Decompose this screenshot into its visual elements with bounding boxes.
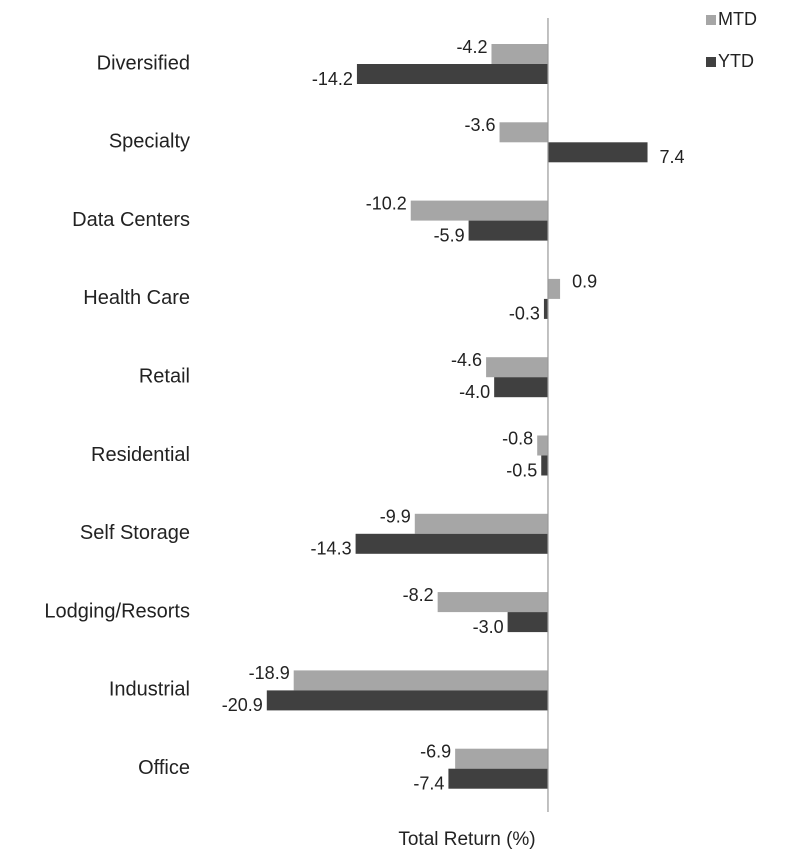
value-label: -14.2 bbox=[312, 69, 353, 89]
bar bbox=[355, 533, 548, 554]
legend-swatch bbox=[706, 15, 716, 25]
category-label: Lodging/Resorts bbox=[44, 600, 190, 622]
legend-label: MTD bbox=[718, 9, 757, 29]
bar bbox=[266, 690, 548, 711]
bar bbox=[455, 748, 548, 769]
legend-swatch bbox=[706, 57, 716, 67]
category-label: Retail bbox=[139, 365, 190, 387]
value-label: -20.9 bbox=[222, 695, 263, 715]
bar bbox=[486, 357, 548, 378]
category-label: Health Care bbox=[83, 287, 190, 309]
bar bbox=[547, 142, 648, 163]
bar bbox=[437, 592, 548, 613]
legend-label: YTD bbox=[718, 51, 754, 71]
bar bbox=[491, 44, 548, 64]
category-label: Data Centers bbox=[72, 209, 190, 231]
bar bbox=[499, 122, 548, 143]
bar bbox=[543, 298, 548, 319]
category-label: Diversified bbox=[97, 52, 190, 74]
value-label: 0.9 bbox=[572, 272, 597, 292]
bar bbox=[547, 278, 561, 299]
bar bbox=[507, 612, 548, 633]
value-label: -4.2 bbox=[456, 37, 487, 57]
bar bbox=[410, 200, 548, 221]
value-label: -0.5 bbox=[506, 460, 537, 480]
bar bbox=[448, 768, 548, 789]
value-label: -10.2 bbox=[366, 193, 407, 213]
value-label: -6.9 bbox=[420, 741, 451, 761]
value-label: -5.9 bbox=[434, 225, 465, 245]
value-label: -14.3 bbox=[311, 539, 352, 559]
bar bbox=[293, 670, 548, 691]
value-label: -9.9 bbox=[380, 507, 411, 527]
category-label: Residential bbox=[91, 444, 190, 466]
bar bbox=[494, 377, 548, 398]
bar bbox=[356, 64, 548, 84]
bar bbox=[468, 220, 548, 241]
category-label: Industrial bbox=[109, 679, 190, 701]
value-label: -7.4 bbox=[413, 773, 444, 793]
category-label: Office bbox=[138, 757, 190, 779]
bar bbox=[541, 455, 548, 476]
value-label: -4.6 bbox=[451, 350, 482, 370]
value-label: -0.3 bbox=[509, 304, 540, 324]
value-label: -0.8 bbox=[502, 428, 533, 448]
value-label: -3.6 bbox=[465, 115, 496, 135]
value-label: -4.0 bbox=[459, 382, 490, 402]
value-label: -18.9 bbox=[249, 663, 290, 683]
x-axis-label: Total Return (%) bbox=[398, 829, 535, 850]
value-label: -3.0 bbox=[473, 617, 504, 637]
value-label: 7.4 bbox=[660, 147, 685, 167]
category-label: Specialty bbox=[109, 131, 190, 153]
bar bbox=[537, 435, 548, 456]
value-label: -8.2 bbox=[403, 585, 434, 605]
bar bbox=[414, 513, 548, 534]
category-label: Self Storage bbox=[80, 522, 190, 544]
